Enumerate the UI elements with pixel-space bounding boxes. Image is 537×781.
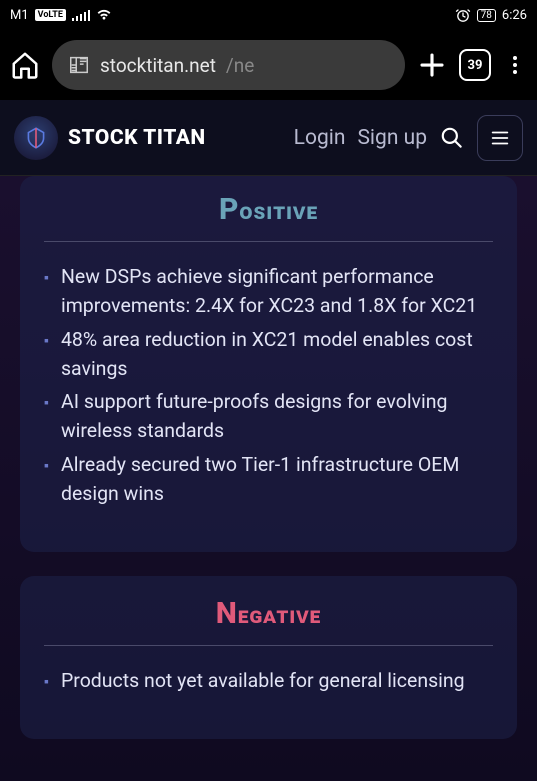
positive-list: New DSPs achieve significant performance… xyxy=(44,262,493,508)
tab-switcher[interactable]: 39 xyxy=(459,49,491,81)
positive-card: Positive New DSPs achieve significant pe… xyxy=(20,176,517,552)
list-item: 48% area reduction in XC21 model enables… xyxy=(44,325,493,384)
app-header: STOCK TITAN Login Sign up xyxy=(0,100,537,176)
list-item-text: 48% area reduction in XC21 model enables… xyxy=(61,325,493,384)
hamburger-icon xyxy=(489,127,511,149)
status-right: 78 6:26 xyxy=(455,7,527,23)
list-item: AI support future-proofs designs for evo… xyxy=(44,387,493,446)
signup-link[interactable]: Sign up xyxy=(357,126,427,150)
list-item-text: AI support future-proofs designs for evo… xyxy=(61,387,493,446)
browser-menu-icon[interactable] xyxy=(503,50,527,80)
status-bar: M1 VoLTE 78 6:26 xyxy=(0,0,537,30)
negative-title: Negative xyxy=(44,596,493,631)
list-item-text: Already secured two Tier-1 infrastructur… xyxy=(61,450,493,509)
divider xyxy=(44,241,493,242)
url-bar[interactable]: stocktitan.net/ne xyxy=(52,40,405,90)
alarm-icon xyxy=(455,7,471,23)
search-icon[interactable] xyxy=(439,125,465,151)
translate-icon xyxy=(68,54,90,76)
battery-badge: 78 xyxy=(477,9,496,22)
signal-icon xyxy=(72,9,91,21)
list-item: Already secured two Tier-1 infrastructur… xyxy=(44,450,493,509)
list-item-text: Products not yet available for general l… xyxy=(61,666,465,695)
hamburger-menu[interactable] xyxy=(477,115,523,161)
positive-title: Positive xyxy=(44,192,493,227)
url-host: stocktitan.net xyxy=(100,54,216,77)
status-left: M1 VoLTE xyxy=(10,8,112,23)
negative-card: Negative Products not yet available for … xyxy=(20,576,517,739)
list-item-text: New DSPs achieve significant performance… xyxy=(61,262,493,321)
negative-list: Products not yet available for general l… xyxy=(44,666,493,695)
brand-text: STOCK TITAN xyxy=(68,126,206,150)
list-item: New DSPs achieve significant performance… xyxy=(44,262,493,321)
logo-icon xyxy=(14,116,58,160)
login-link[interactable]: Login xyxy=(294,126,346,150)
browser-bar: stocktitan.net/ne 39 xyxy=(0,30,537,100)
list-item: Products not yet available for general l… xyxy=(44,666,493,695)
home-icon[interactable] xyxy=(10,50,40,80)
volte-badge: VoLTE xyxy=(35,9,66,21)
clock-label: 6:26 xyxy=(502,8,527,23)
logo[interactable]: STOCK TITAN xyxy=(14,116,282,160)
new-tab-icon[interactable] xyxy=(417,50,447,80)
divider xyxy=(44,645,493,646)
page-body: Positive New DSPs achieve significant pe… xyxy=(0,176,537,781)
wifi-icon xyxy=(96,9,112,21)
carrier-label: M1 xyxy=(10,8,29,23)
url-path: /ne xyxy=(226,54,254,77)
